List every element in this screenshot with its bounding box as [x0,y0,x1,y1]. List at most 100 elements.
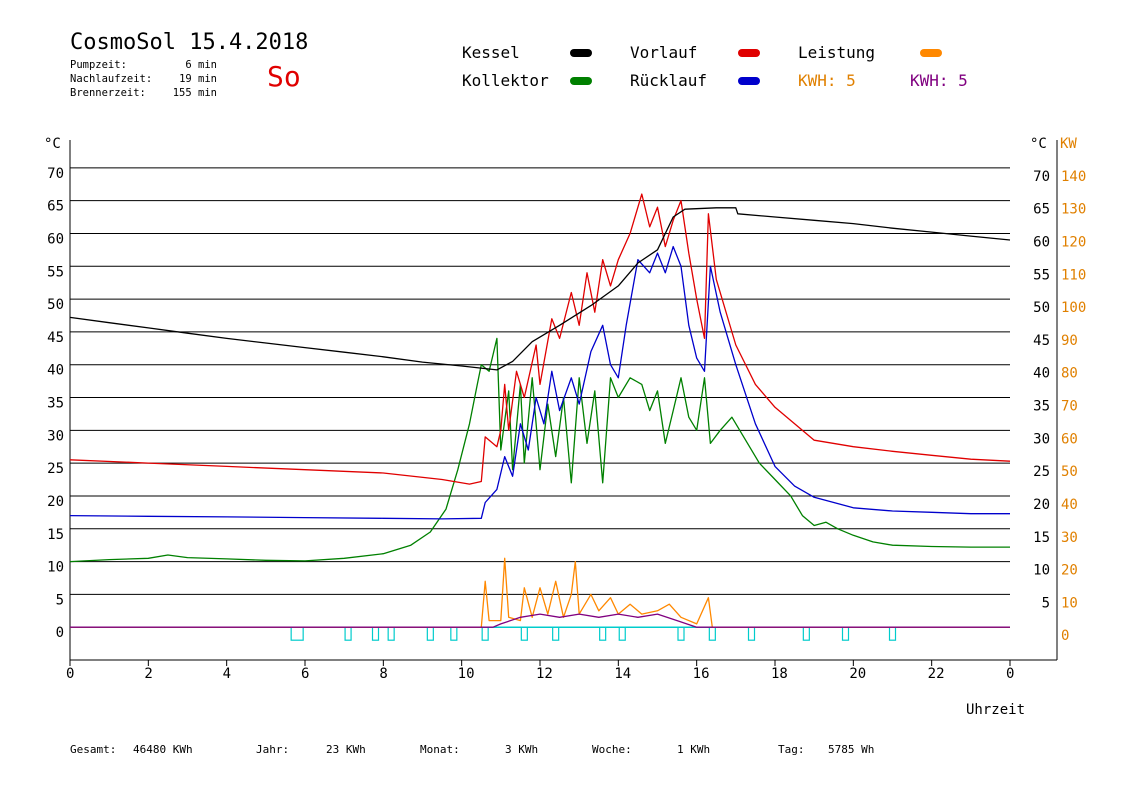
series-line-kessel [69,207,1011,371]
footer-gesamt-label: Gesamt: [70,743,117,756]
y-left-tick-label: 25 [47,461,64,477]
y-right-power-tick-label: 140 [1061,169,1086,185]
y-right-temp-tick-label: 35 [1033,399,1050,415]
legend-kwh-purple: KWH: 5 [910,71,968,90]
x-tick-label: 10 [458,666,475,682]
x-tick-label: 20 [849,666,866,682]
pump-pulse [387,626,395,641]
y-right-power-tick-label: 60 [1061,431,1078,447]
x-tick-label: 22 [928,666,945,682]
y-right-power-tick-label: 110 [1061,267,1086,283]
legend-ruecklauf-swatch [738,77,760,85]
y-right-temp-tick-label: 20 [1033,497,1050,513]
series-line-kwh [70,613,1010,628]
x-tick-label: 14 [614,666,631,682]
pumpzeit-value: 6 min [185,59,217,71]
app-title: CosmoSol 15.4.2018 [70,30,309,55]
footer-jahr-label: Jahr: [256,743,290,756]
y-right-temp-tick-label: 65 [1033,202,1050,218]
y-right-temp-tick-label: 25 [1033,464,1050,480]
x-tick-label: 6 [301,666,309,682]
y-right-power-tick-label: 100 [1061,300,1086,316]
y-right-temp-tick-label: 15 [1033,530,1050,546]
brennerzeit-value: 155 min [172,87,217,99]
pump-pulse [290,626,304,641]
y-right-power-tick-label: 20 [1061,563,1078,579]
footer-gesamt-value: 46480 KWh [133,743,193,756]
brennerzeit-label: Brennerzeit: [70,87,146,99]
pump-pulse [599,626,607,641]
y-axis-right-power-unit: KW [1060,136,1077,152]
legend-kessel-label: Kessel [462,43,520,62]
legend-vorlauf-swatch [738,49,760,57]
y-right-power-tick-label: 40 [1061,497,1078,513]
pumpzeit-label: Pumpzeit: [70,59,127,71]
x-tick-label: 16 [693,666,710,682]
y-left-tick-label: 15 [47,527,64,543]
pump-pulse [841,626,850,641]
series-line-kollektor [69,337,1010,563]
y-right-temp-tick-label: 50 [1033,300,1050,316]
x-tick-label: 0 [1006,666,1014,682]
y-right-power-tick-label: 0 [1061,628,1069,644]
y-left-tick-label: 50 [47,297,64,313]
pump-pulse [708,626,716,641]
y-right-power-tick-label: 80 [1061,366,1078,382]
pump-pulse [802,626,810,641]
y-left-tick-label: 55 [47,264,64,280]
y-left-tick-label: 10 [47,560,64,576]
x-tick-label: 2 [144,666,152,682]
y-right-power-tick-label: 130 [1061,202,1086,218]
weekday-label: So [267,60,301,93]
y-right-temp-tick-label: 5 [1042,595,1050,611]
y-left-tick-label: 20 [47,494,64,510]
y-right-temp-tick-label: 55 [1033,267,1050,283]
nachlaufzeit-value: 19 min [179,73,217,85]
legend-ruecklauf-label: Rücklauf [630,71,708,90]
pump-pulse [344,626,352,641]
y-left-tick-label: 0 [56,625,64,641]
footer-tag-value: 5785 Wh [828,743,875,756]
legend-kessel-swatch [570,49,592,57]
pump-pulse [426,626,434,641]
legend-vorlauf-label: Vorlauf [630,43,698,62]
y-right-temp-tick-label: 70 [1033,169,1050,185]
pump-pulse [481,626,489,641]
y-right-power-tick-label: 70 [1061,399,1078,415]
x-tick-label: 12 [536,666,553,682]
footer-monat-value: 3 KWh [505,743,539,756]
x-tick-label: 0 [66,666,74,682]
series-line-ruecklauf [69,245,1010,520]
x-axis-label: Uhrzeit [966,702,1025,718]
pump-pulse [888,626,897,641]
y-right-power-tick-label: 90 [1061,333,1078,349]
y-axis-left-unit: °C [44,136,61,152]
series-line-leistung [70,557,1010,628]
y-left-tick-label: 40 [47,363,64,379]
legend-kwh-orange: KWH: 5 [798,71,856,90]
pump-pulse [450,626,458,641]
tick-labels: 0 2 4 6 8 10 12 14 16 18 20 22 005101520253035404550… [47,166,1086,682]
y-left-tick-label: 5 [56,592,64,608]
footer-jahr-value: 23 KWh [326,743,366,756]
pump-pulse [552,626,560,641]
x-tick-label: 18 [771,666,788,682]
y-right-temp-tick-label: 30 [1033,431,1050,447]
y-axis-right-temp-unit: °C [1030,136,1047,152]
legend-kollektor-label: Kollektor [462,71,549,90]
y-right-temp-tick-label: 45 [1033,333,1050,349]
axes [69,140,1058,666]
pump-pulse [520,626,528,641]
legend-leistung-label: Leistung [798,43,876,62]
footer-woche-label: Woche: [592,743,632,756]
y-right-temp-tick-label: 40 [1033,366,1050,382]
x-tick-label: 8 [379,666,387,682]
y-left-tick-label: 65 [47,199,64,215]
y-right-power-tick-label: 50 [1061,464,1078,480]
y-left-tick-label: 30 [47,428,64,444]
pump-pulse [371,626,380,641]
x-tick-label: 4 [223,666,231,682]
y-left-tick-label: 70 [47,166,64,182]
y-right-temp-tick-label: 10 [1033,563,1050,579]
